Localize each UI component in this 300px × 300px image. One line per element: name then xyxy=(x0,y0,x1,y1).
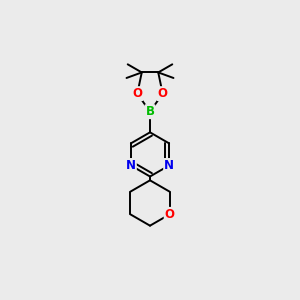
Text: O: O xyxy=(132,87,142,100)
Text: O: O xyxy=(158,87,168,100)
Text: N: N xyxy=(164,159,174,172)
Text: B: B xyxy=(146,105,154,118)
Text: N: N xyxy=(126,159,136,172)
Text: O: O xyxy=(165,208,175,221)
